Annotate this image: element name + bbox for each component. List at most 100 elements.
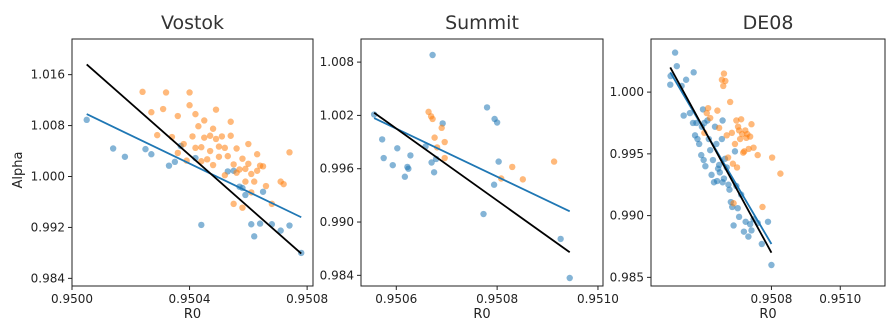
blue-point-vostok-6 — [171, 158, 179, 166]
chart-panel-de08: DE08 R00.9508 0.9510 0.985 0.990 0.995 1.000 — [610, 12, 886, 320]
orange-point-de08-32 — [750, 144, 757, 151]
y-tick-label-vostok-3: 1.008 — [31, 119, 65, 133]
orange-point-vostok-17 — [198, 144, 205, 151]
blue-point-de08-54 — [758, 240, 766, 248]
blue-point-summit-17 — [490, 181, 498, 188]
orange-point-vostok-23 — [209, 161, 217, 169]
orange-point-de08-5 — [715, 124, 723, 132]
orange-point-vostok-22 — [206, 147, 214, 155]
plot-frame-vostok — [71, 38, 314, 287]
blue-point-summit-19 — [493, 119, 501, 126]
x-axis-label-summit: R0 — [473, 307, 490, 320]
orange-point-vostok-51 — [262, 182, 270, 190]
orange-point-vostok-48 — [253, 151, 261, 158]
orange-point-de08-7 — [720, 82, 727, 90]
blue-point-de08-3 — [673, 62, 681, 70]
x-tick-label-summit-1: 0.9508 — [476, 292, 518, 306]
x-tick-label-de08-0: 0.9508 — [750, 292, 792, 306]
orange-point-vostok-3 — [159, 105, 167, 113]
orange-point-vostok-33 — [227, 132, 234, 139]
blue-point-de08-2 — [671, 49, 679, 56]
blue-point-de08-44 — [734, 204, 741, 212]
orange-point-vostok-16 — [198, 158, 205, 165]
orange-point-vostok-6 — [174, 149, 181, 157]
orange-point-vostok-24 — [209, 125, 217, 132]
x-tick-label-de08-1: 0.9510 — [819, 292, 861, 306]
blue-point-de08-27 — [713, 140, 720, 148]
y-tick-label-de08-2: 0.995 — [610, 147, 644, 161]
orange-point-vostok-0 — [139, 88, 146, 96]
blue-point-summit-7 — [405, 165, 412, 172]
orange-point-vostok-54 — [280, 180, 287, 188]
blue-point-de08-50 — [746, 221, 754, 228]
blue-point-summit-15 — [480, 210, 487, 218]
blue-point-summit-11 — [429, 51, 436, 59]
blue-point-vostok-17 — [256, 220, 264, 227]
orange-point-summit-2 — [429, 115, 436, 123]
blue-point-summit-21 — [557, 235, 564, 243]
orange-point-de08-12 — [726, 98, 734, 106]
orange-point-vostok-10 — [186, 89, 193, 96]
blue-point-de08-42 — [731, 148, 739, 155]
orange-point-de08-10 — [723, 132, 730, 139]
blue-point-de08-31 — [716, 169, 724, 176]
orange-point-vostok-20 — [204, 156, 211, 163]
plot-frame-summit — [360, 38, 604, 287]
orange-point-vostok-47 — [251, 178, 258, 185]
orange-point-vostok-35 — [230, 161, 237, 168]
blue-point-de08-30 — [715, 161, 723, 169]
orange-point-vostok-2 — [154, 131, 161, 139]
blue-point-summit-20 — [495, 158, 502, 165]
x-tick-label-vostok-2: 0.9508 — [286, 292, 328, 306]
orange-point-vostok-13 — [192, 144, 199, 152]
y-tick-label-de08-0: 0.985 — [610, 270, 644, 284]
orange-point-summit-5 — [438, 124, 445, 132]
orange-point-de08-16 — [731, 140, 739, 148]
y-tick-label-summit-2: 0.996 — [320, 162, 354, 176]
orange-point-vostok-41 — [242, 165, 249, 173]
orange-point-vostok-19 — [201, 117, 208, 124]
blue-point-de08-47 — [740, 228, 748, 235]
blue-fit-line-vostok — [86, 113, 302, 219]
x-tick-label-summit-2: 0.9510 — [577, 292, 619, 306]
orange-point-vostok-8 — [180, 140, 187, 148]
blue-point-vostok-4 — [148, 151, 155, 158]
orange-point-vostok-29 — [218, 133, 226, 140]
orange-point-summit-8 — [509, 163, 516, 171]
blue-point-de08-22 — [706, 146, 714, 154]
blue-point-de08-5 — [680, 112, 687, 119]
y-tick-label-summit-0: 0.984 — [320, 268, 354, 282]
orange-point-vostok-43 — [245, 160, 252, 167]
orange-point-vostok-44 — [245, 140, 252, 148]
orange-point-de08-35 — [768, 154, 776, 161]
blue-point-de08-37 — [725, 181, 732, 188]
orange-point-vostok-14 — [192, 110, 199, 118]
orange-point-de08-1 — [703, 109, 710, 117]
orange-point-summit-6 — [441, 138, 448, 146]
blue-fit-line-summit — [373, 117, 571, 213]
blue-point-de08-14 — [698, 151, 705, 159]
orange-point-de08-17 — [733, 117, 740, 124]
blue-point-de08-45 — [735, 213, 743, 221]
figure-y-axis-label: Alpha — [11, 152, 26, 189]
y-tick-label-vostok-1: 0.992 — [31, 220, 65, 234]
orange-point-summit-9 — [519, 176, 527, 183]
y-tick-label-vostok-2: 1.000 — [31, 170, 65, 184]
blue-point-de08-11 — [693, 119, 700, 127]
y-tick-label-de08-3: 1.000 — [610, 85, 644, 99]
orange-point-vostok-11 — [186, 102, 193, 109]
chart-panel-summit: Summit R0 0.9506 0.9508 0.9510 0.984 0.990 0.99… — [320, 12, 619, 320]
orange-point-summit-11 — [441, 154, 448, 162]
blue-point-de08-49 — [745, 233, 752, 240]
orange-point-vostok-12 — [189, 133, 196, 140]
blue-point-de08-55 — [764, 218, 772, 225]
blue-point-de08-19 — [702, 163, 709, 170]
orange-point-vostok-32 — [224, 152, 231, 160]
blue-point-de08-51 — [748, 227, 755, 234]
orange-point-de08-9 — [722, 77, 729, 85]
orange-point-vostok-7 — [174, 112, 181, 120]
blue-point-vostok-1 — [109, 145, 117, 152]
black-fit-line-vostok — [86, 63, 302, 255]
blue-point-vostok-2 — [121, 153, 129, 160]
orange-point-vostok-55 — [286, 149, 293, 156]
